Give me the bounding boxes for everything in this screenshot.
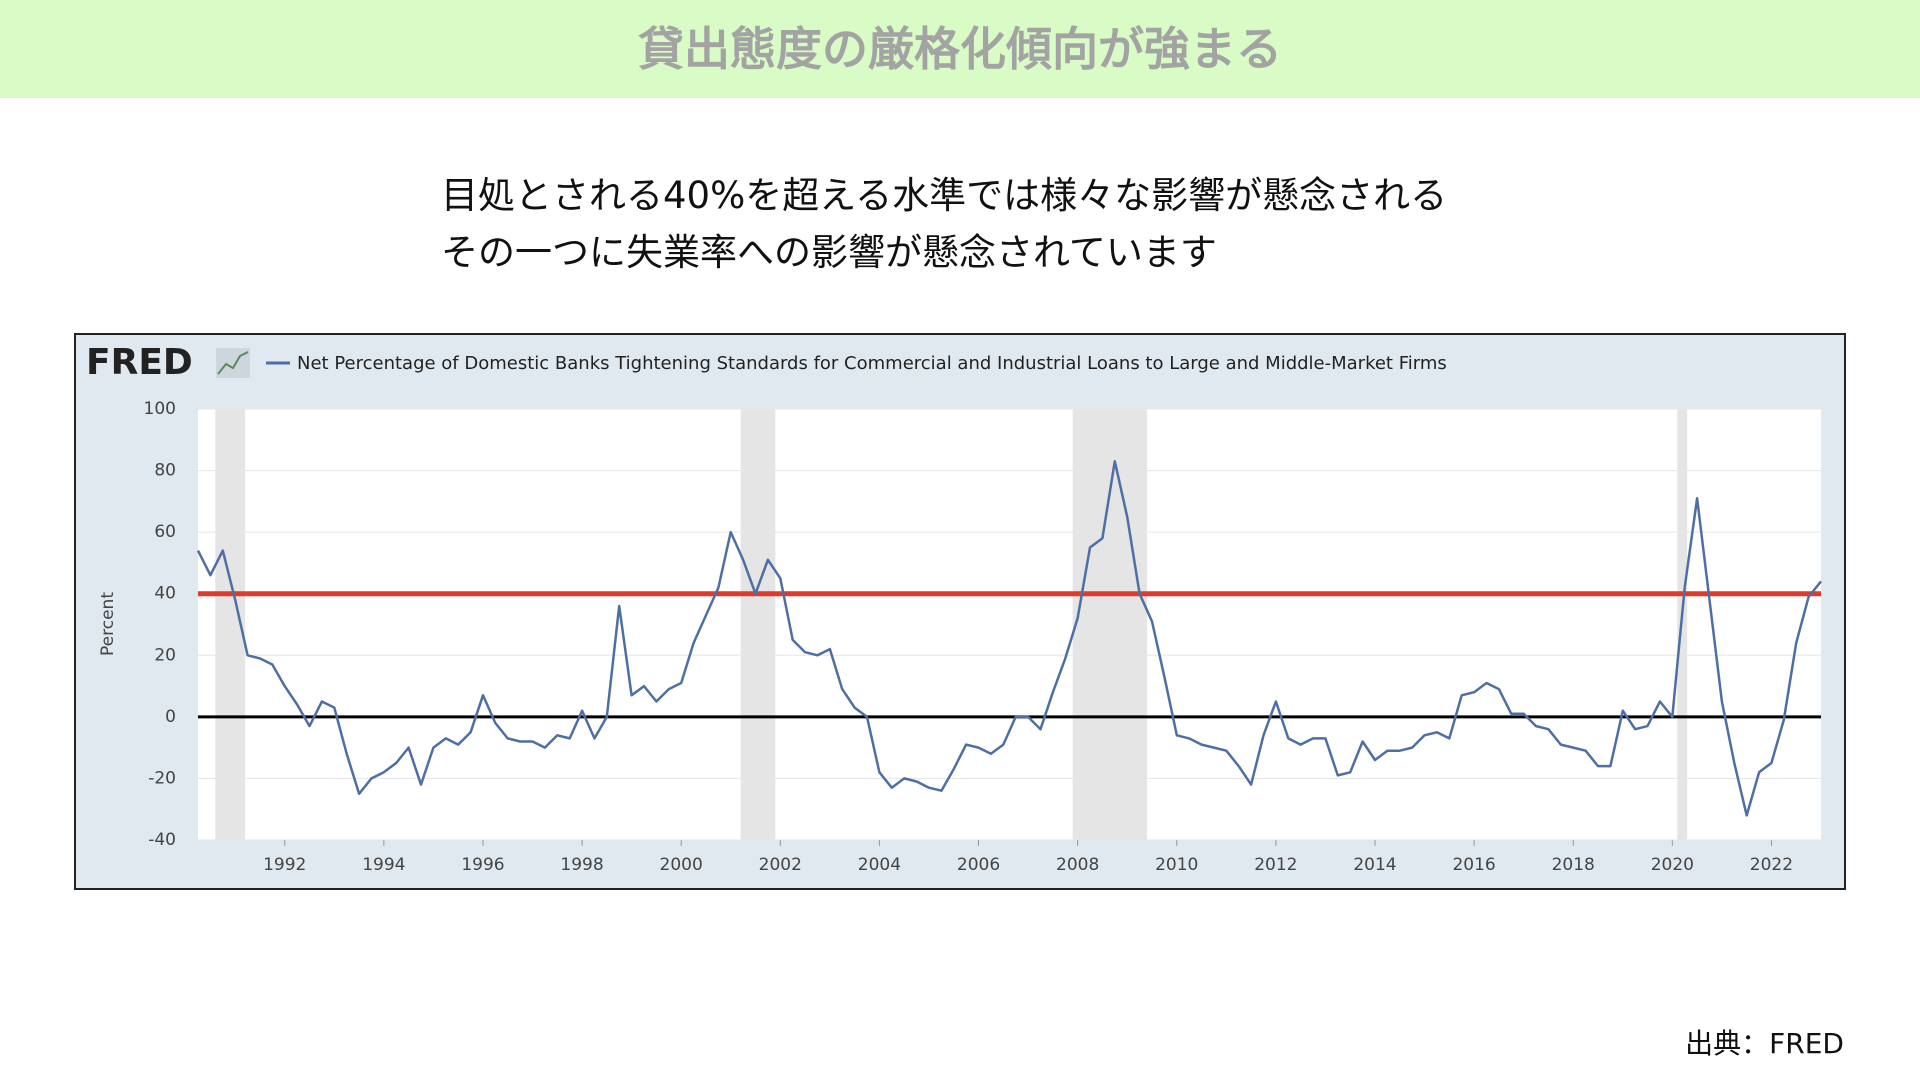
x-tick-label: 2012: [1254, 855, 1297, 875]
y-tick-label: 80: [154, 461, 176, 481]
y-tick-label: -20: [148, 768, 176, 788]
subtitle-line: 目処とされる40%を超える水準では様々な影響が懸念される: [441, 174, 1448, 217]
recession-band: [1072, 409, 1148, 840]
logo: FRED: [86, 342, 193, 383]
x-tick-label: 2002: [759, 855, 802, 875]
x-tick-label: 2010: [1155, 855, 1198, 875]
x-tick-label: 1996: [461, 855, 504, 875]
y-axis-label: Percent: [98, 592, 118, 656]
x-tick-label: 2008: [1056, 855, 1099, 875]
x-tick-label: 2022: [1750, 855, 1793, 875]
x-tick-label: 2004: [858, 855, 901, 875]
y-tick-label: -40: [148, 830, 176, 850]
y-tick-label: 20: [154, 645, 176, 665]
y-tick-label: 60: [154, 522, 176, 542]
plot-area: [198, 409, 1821, 840]
header-title: 貸出態度の厳格化傾向が強まる: [638, 22, 1282, 76]
x-tick-label: 1992: [263, 855, 306, 875]
x-tick-label: 1994: [362, 855, 405, 875]
x-tick-label: 2006: [957, 855, 1000, 875]
header: 貸出態度の厳格化傾向が強まる: [0, 0, 1920, 98]
legend-label: Net Percentage of Domestic Banks Tighten…: [297, 353, 1447, 374]
source: 出典：FRED: [1685, 1027, 1844, 1060]
subtitle-line: その一つに失業率への影響が懸念されています: [441, 231, 1217, 274]
y-tick-label: 100: [144, 399, 176, 419]
x-tick-label: 2000: [660, 855, 703, 875]
y-tick-label: 0: [165, 707, 176, 727]
x-tick-label: 2016: [1452, 855, 1495, 875]
recession-band: [740, 409, 776, 840]
x-tick-label: 2020: [1651, 855, 1694, 875]
x-tick-label: 2014: [1353, 855, 1396, 875]
x-tick-label: 1998: [560, 855, 603, 875]
y-tick-label: 40: [154, 584, 176, 604]
logo-icon-line: [217, 351, 249, 375]
x-tick-label: 2018: [1552, 855, 1595, 875]
data-line: [196, 460, 1822, 817]
